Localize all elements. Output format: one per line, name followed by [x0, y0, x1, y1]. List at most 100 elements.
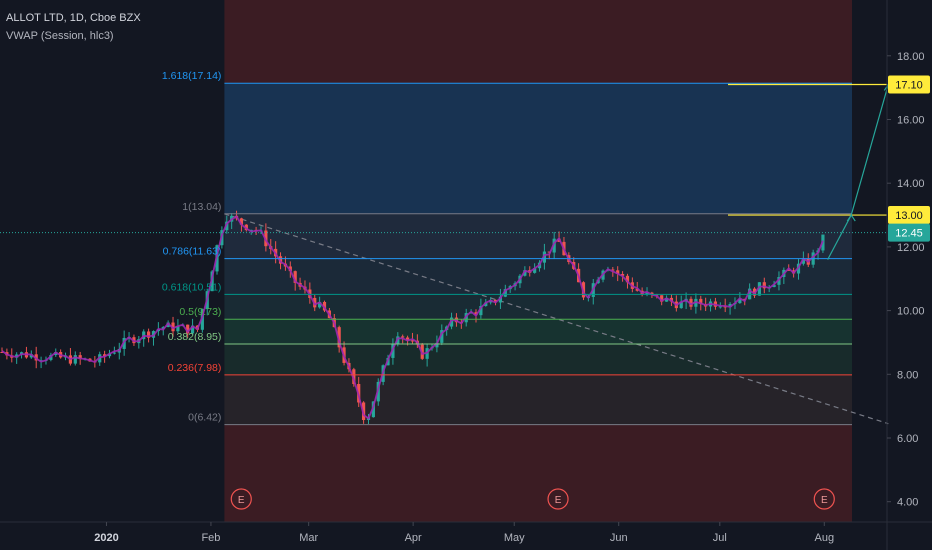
candle-body — [723, 306, 727, 308]
candle-body — [620, 273, 625, 276]
price-tick-label: 6.00 — [897, 433, 918, 445]
earnings-label: E — [555, 495, 562, 506]
vwap-polyline — [1, 215, 824, 420]
fib-level-label: 1(13.04) — [182, 201, 221, 213]
price-tag-label: 17.10 — [895, 79, 923, 91]
candle-body — [78, 355, 82, 359]
earnings-label: E — [821, 495, 828, 506]
price-tick-label: 18.00 — [897, 51, 925, 63]
candle-body — [122, 337, 126, 349]
candle-body — [699, 298, 703, 305]
candle-body — [738, 298, 742, 304]
price-tick-label: 4.00 — [897, 497, 918, 509]
candle-body — [689, 298, 693, 307]
candle-body — [523, 270, 527, 276]
candle-body — [625, 275, 630, 283]
price-tag-label: 13.00 — [895, 210, 923, 222]
time-tick-label: 2020 — [94, 532, 118, 544]
candle-body — [645, 292, 649, 295]
candle-body — [718, 306, 722, 308]
candle-body — [547, 251, 551, 253]
price-tag-bg — [888, 206, 930, 225]
indicator-label[interactable]: VWAP (Session, hlc3) — [6, 30, 114, 42]
dashed-trendline — [224, 213, 889, 425]
candle-body — [0, 352, 4, 354]
fib-band-top — [224, 0, 853, 84]
price-tick-label: 8.00 — [897, 369, 918, 381]
candle-body — [616, 270, 620, 274]
fib-band — [224, 319, 853, 345]
candle-body — [498, 296, 503, 303]
price-axis: 4.00 6.00 8.00 10.00 12.00 14.00 16.00 18.00 — [886, 0, 925, 550]
time-tick-label: May — [504, 532, 525, 544]
candle-body — [186, 324, 190, 334]
candle-body — [435, 342, 439, 348]
candle-body — [772, 284, 776, 288]
candle-body — [664, 297, 669, 302]
projection-arrow — [846, 213, 856, 222]
candle-body — [200, 309, 204, 330]
candle-body — [757, 282, 762, 296]
fib-band — [224, 83, 853, 214]
fib-band — [224, 213, 853, 259]
earnings-icon — [230, 488, 252, 510]
candle-body — [239, 218, 244, 225]
candle-body — [611, 269, 615, 271]
candle-body — [352, 369, 356, 384]
time-tick-label: Apr — [405, 532, 422, 544]
candle-body — [278, 256, 283, 264]
candle-body — [440, 330, 444, 343]
candle-body — [337, 327, 341, 348]
fib-level-label: 0.382(8.95) — [168, 331, 222, 343]
candle-body — [112, 352, 116, 354]
candle-body — [503, 289, 507, 297]
fib-level-lines: 1.618(17.14) 1(13.04) 0.786(11.63) 0.618(10… — [162, 70, 852, 426]
fib-band — [224, 344, 853, 375]
candle-body — [29, 354, 33, 358]
fib-level-label: 0(6.42) — [188, 412, 221, 424]
candle-body — [244, 224, 248, 231]
candle-body — [318, 301, 322, 308]
time-tick-label: Feb — [201, 532, 220, 544]
candle-body — [161, 327, 165, 330]
vwap-line — [1, 215, 824, 420]
chart-title: ALLOT LTD, 1D, Cboe BZX — [6, 12, 141, 24]
candle-body — [401, 336, 405, 338]
earnings-icon — [813, 488, 835, 510]
earnings-label: E — [238, 495, 245, 506]
time-tick-label: Jul — [713, 532, 727, 544]
candle-body — [552, 238, 556, 253]
fib-level-label: 0.618(10.51) — [162, 281, 222, 293]
candle-body — [405, 337, 410, 341]
candle-body — [249, 229, 253, 231]
price-tag-label: 12.45 — [895, 228, 923, 240]
price-tag-bg — [888, 223, 930, 242]
fib-level-label: 1.618(17.14) — [162, 70, 222, 82]
candle-body — [146, 331, 151, 338]
candle-body — [474, 312, 478, 316]
candle-body — [542, 251, 547, 263]
candle-body — [679, 301, 683, 309]
time-tick-label: Aug — [814, 532, 834, 544]
price-tick-label: 14.00 — [897, 178, 925, 190]
candle-body — [484, 302, 488, 307]
fib-level-label: 0.236(7.98) — [168, 362, 222, 374]
candle-body — [449, 317, 454, 327]
candle-body — [103, 354, 107, 357]
trendline — [224, 213, 889, 425]
candle-body — [190, 325, 195, 334]
candle-body — [533, 268, 537, 273]
candle-body — [650, 292, 654, 295]
candle-body — [787, 269, 791, 271]
candle-body — [371, 401, 375, 418]
candle-body — [655, 294, 659, 296]
time-tick-label: Jun — [610, 532, 628, 544]
time-tick-label: Mar — [299, 532, 318, 544]
candle-body — [660, 295, 664, 302]
candle-body — [479, 306, 483, 316]
price-tick-label: 16.00 — [897, 115, 925, 127]
time-axis: 2020 Feb Mar Apr May Jun Jul Aug — [0, 521, 932, 544]
candle-body — [493, 299, 498, 303]
candle-body — [73, 355, 77, 364]
